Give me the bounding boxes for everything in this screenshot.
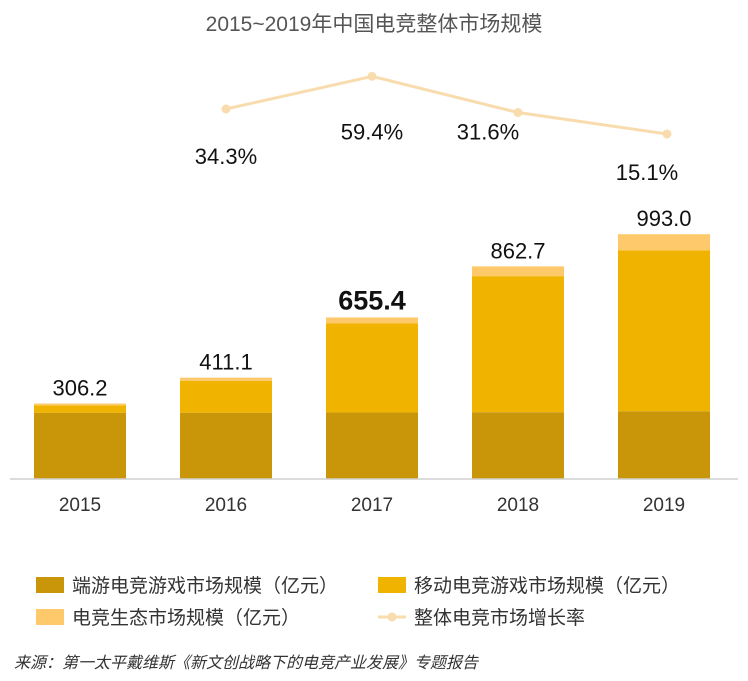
- legend-label-3: 电竞生态市场规模（亿元）: [72, 607, 300, 629]
- bar-2019-series-2: [618, 250, 710, 412]
- bar-2018-series-3: [472, 266, 564, 277]
- x-tick-2018: 2018: [497, 495, 539, 516]
- growth-label-2017: 59.4%: [341, 119, 403, 144]
- total-label-2018: 862.7: [490, 238, 545, 263]
- growth-point-2019: [662, 129, 672, 139]
- bar-2015-series-3: [34, 403, 126, 406]
- growth-line-group: 34.3% 59.4% 31.6% 15.1%: [195, 71, 678, 185]
- bar-2015-series-1: [34, 412, 126, 479]
- bar-2016-series-3: [180, 377, 272, 381]
- growth-label-2016: 34.3%: [195, 144, 257, 169]
- bar-2018-series-1: [472, 412, 564, 479]
- growth-point-2017: [367, 71, 377, 81]
- total-labels: 306.2 411.1 655.4 862.7 993.0: [52, 206, 691, 400]
- bar-2019-series-3: [618, 234, 710, 251]
- total-label-2019: 993.0: [636, 206, 691, 231]
- chart-title: 2015~2019年中国电竞整体市场规模: [206, 13, 543, 36]
- legend-label-2: 移动电竞游戏市场规模（亿元）: [414, 575, 680, 597]
- legend-swatch-3: [36, 609, 64, 625]
- growth-line: [225, 74, 668, 136]
- x-tick-2019: 2019: [643, 495, 685, 516]
- legend-label-1: 端游电竞游戏市场规模（亿元）: [72, 575, 338, 597]
- bar-2016-series-1: [180, 412, 272, 479]
- source-note: 来源：第一太平戴维斯《新文创战略下的电竞产业发展》专题报告: [14, 654, 479, 672]
- total-label-2017: 655.4: [338, 285, 406, 315]
- bars-group: [34, 234, 710, 479]
- legend: 端游电竞游戏市场规模（亿元） 移动电竞游戏市场规模（亿元） 电竞生态市场规模（亿元）…: [36, 575, 680, 629]
- growth-point-2018: [513, 108, 523, 118]
- bar-2016-series-2: [180, 380, 272, 413]
- growth-label-2019: 15.1%: [616, 160, 678, 185]
- bar-2019-series-1: [618, 411, 710, 479]
- x-tick-2015: 2015: [59, 495, 101, 516]
- bar-2017-series-3: [326, 317, 418, 324]
- bar-2017-series-2: [326, 323, 418, 413]
- bar-2017-series-1: [326, 412, 418, 479]
- x-axis-ticks: 2015 2016 2017 2018 2019: [59, 495, 685, 516]
- total-label-2015: 306.2: [52, 376, 107, 401]
- legend-swatch-2: [378, 577, 406, 593]
- x-tick-2016: 2016: [205, 495, 247, 516]
- legend-label-4: 整体电竞市场增长率: [414, 607, 585, 629]
- total-label-2016: 411.1: [199, 350, 252, 375]
- bar-2018-series-2: [472, 276, 564, 413]
- legend-swatch-1: [36, 577, 64, 593]
- growth-point-2016: [221, 104, 231, 114]
- growth-label-2018: 31.6%: [457, 120, 519, 145]
- legend-swatch-marker: [387, 612, 397, 622]
- bar-2015-series-2: [34, 405, 126, 413]
- x-tick-2017: 2017: [351, 495, 393, 516]
